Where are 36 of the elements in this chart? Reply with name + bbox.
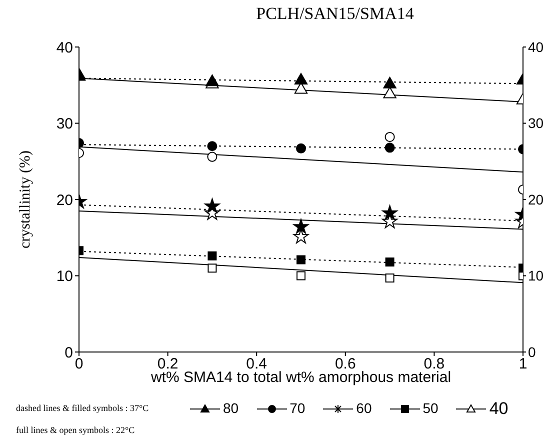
y-tick-label: 10 xyxy=(56,268,73,286)
legend-label: 70 xyxy=(290,400,306,416)
y-tick-label: 40 xyxy=(56,39,73,56)
point xyxy=(384,142,395,153)
x-tick-label: 1 xyxy=(518,356,528,373)
point xyxy=(385,258,394,267)
point xyxy=(204,198,220,213)
text: 40 xyxy=(489,399,508,418)
y-tick-label: 0 xyxy=(64,344,73,362)
y-axis-title: crystallinity (%) xyxy=(17,150,34,248)
point xyxy=(293,218,309,234)
y-tick-label: 30 xyxy=(56,116,73,133)
legend-label: 50 xyxy=(422,400,438,416)
y2-tick-label: 40 xyxy=(528,38,544,55)
point xyxy=(296,255,306,264)
point xyxy=(296,143,306,154)
y2-tick-label: 10 xyxy=(528,268,544,284)
point xyxy=(383,86,396,98)
legend-label: 60 xyxy=(356,400,372,416)
legend-label: 80 xyxy=(223,400,239,416)
y2-tick-label: 30 xyxy=(528,115,544,132)
point xyxy=(382,205,398,220)
point xyxy=(208,264,217,273)
text: full lines & open symbols : 22°C xyxy=(16,425,135,435)
text: dashed lines & filled symbols : 37°C xyxy=(16,403,149,413)
chart-title: PCLH/SAN15/SMA14 xyxy=(255,4,415,24)
y2-tick-label: 0 xyxy=(528,344,536,360)
point xyxy=(207,141,218,152)
point xyxy=(293,228,309,244)
point xyxy=(294,73,308,85)
point xyxy=(296,271,306,280)
y-tick-label: 20 xyxy=(56,192,73,209)
y2-tick-label: 20 xyxy=(528,191,544,208)
point xyxy=(385,274,394,283)
point xyxy=(208,251,217,260)
point xyxy=(383,76,396,88)
